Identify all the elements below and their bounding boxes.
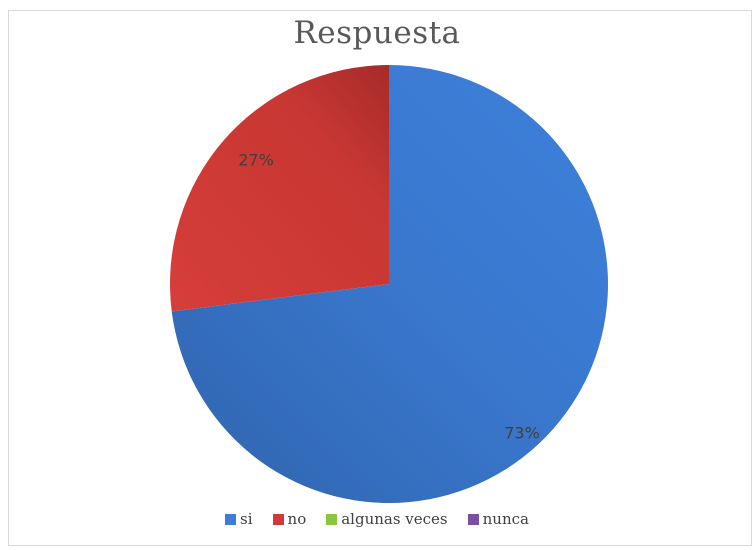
legend-item-no: no	[272, 510, 307, 528]
data-label-no: 27%	[238, 151, 274, 170]
legend-swatch	[225, 513, 237, 525]
legend-swatch	[467, 513, 479, 525]
pie-slice-si	[171, 65, 609, 503]
legend-label: nunca	[482, 510, 529, 528]
legend-item-nunca: nunca	[467, 510, 529, 528]
legend-label: no	[287, 510, 307, 528]
legend-item-algunas-veces: algunas veces	[326, 510, 448, 528]
legend-swatch	[326, 513, 338, 525]
data-label-si: 73%	[504, 424, 540, 443]
legend-item-si: si	[225, 510, 253, 528]
chart-legend: si no algunas veces nunca	[0, 510, 754, 528]
legend-swatch	[272, 513, 284, 525]
legend-label: algunas veces	[341, 510, 448, 528]
legend-label: si	[240, 510, 253, 528]
pie-slice-no	[170, 65, 389, 312]
chart-title: Respuesta	[293, 15, 461, 51]
